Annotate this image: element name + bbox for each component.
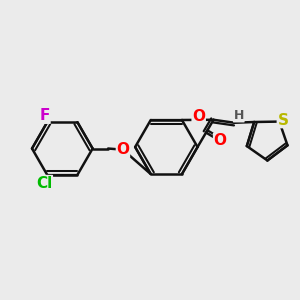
Text: O: O [116, 142, 130, 157]
Text: S: S [278, 112, 288, 128]
Text: F: F [40, 108, 50, 123]
Text: O: O [192, 110, 205, 124]
Text: Cl: Cl [36, 176, 52, 190]
Text: H: H [234, 109, 244, 122]
Text: O: O [214, 134, 226, 148]
